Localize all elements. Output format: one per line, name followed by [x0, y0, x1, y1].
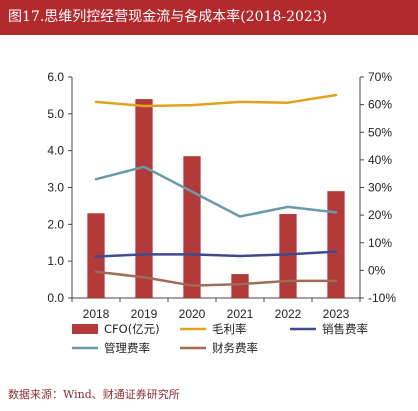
left-tick-label: 5.0: [47, 107, 64, 121]
right-tick-label: 50%: [368, 125, 392, 139]
cfo-bar: [279, 214, 297, 298]
left-tick-label: 4.0: [47, 144, 64, 158]
left-tick-label: 0.0: [47, 291, 64, 305]
right-tick-label: -10%: [368, 291, 396, 305]
x-tick-label: 2019: [131, 307, 158, 321]
left-tick-label: 1.0: [47, 254, 64, 268]
figure-title: 图17.思维列控经营现金流与各成本率(2018-2023): [0, 0, 418, 35]
legend-label: 销售费率: [322, 322, 368, 336]
left-tick-label: 3.0: [47, 181, 64, 195]
x-tick-label: 2022: [275, 307, 302, 321]
sales-expense-line: [94, 250, 338, 258]
left-tick-label: 6.0: [47, 70, 64, 84]
legend-swatch-bar: [72, 324, 98, 334]
x-tick-label: 2021: [227, 307, 254, 321]
right-tick-label: 20%: [368, 208, 392, 222]
legend-label: CFO(亿元): [104, 322, 160, 336]
left-tick-label: 2.0: [47, 217, 64, 231]
cfo-bar: [183, 156, 201, 298]
gross-margin-line: [94, 93, 338, 108]
x-tick-label: 2018: [83, 307, 110, 321]
x-tick-label: 2023: [323, 307, 350, 321]
legend-label: 财务费率: [212, 341, 258, 355]
admin-expense-line: [94, 165, 338, 218]
cfo-bar: [231, 274, 249, 298]
x-tick-label: 2020: [179, 307, 206, 321]
legend-label: 管理费率: [104, 341, 150, 355]
legend-label: 毛利率: [212, 322, 247, 336]
cfo-bar: [135, 99, 153, 298]
finance-expense-line: [94, 270, 338, 287]
data-source: 数据来源：Wind、财通证券研究所: [8, 388, 180, 401]
chart-canvas: 0.0 1.0 2.0 3.0 4.0 5.0 6.0 -10% 0% 10% 20% 30% 40% 5…: [47, 70, 396, 355]
cfo-bar: [327, 191, 345, 298]
right-tick-label: 10%: [368, 236, 392, 250]
right-tick-label: 30%: [368, 181, 392, 195]
right-tick-label: 60%: [368, 98, 392, 112]
right-tick-label: 70%: [368, 70, 392, 84]
right-tick-label: 40%: [368, 153, 392, 167]
right-tick-label: 0%: [368, 263, 386, 277]
